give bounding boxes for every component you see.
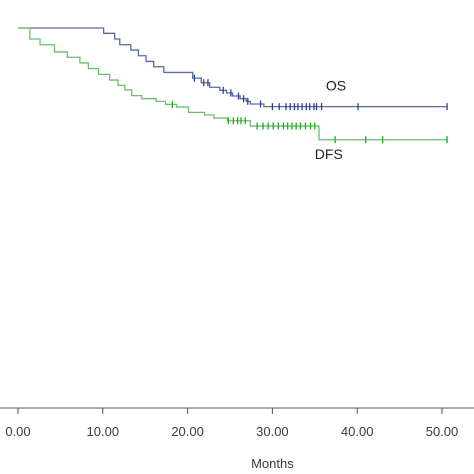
series-label-dfs: DFS [315, 146, 343, 162]
x-tick-label: 0.00 [5, 424, 30, 439]
series-label-os: OS [326, 78, 346, 94]
x-axis: 0.00 10.00 20.00 30.00 40.00 50.00 [0, 407, 474, 439]
series-line-os [18, 27, 448, 108]
x-tick-label: 40.00 [341, 424, 374, 439]
x-axis-title: Months [251, 456, 294, 471]
x-tick-label: 10.00 [87, 424, 120, 439]
curves-layer [18, 27, 448, 144]
series-line-dfs [18, 27, 448, 141]
x-tick-label: 20.00 [171, 424, 204, 439]
x-tick-label: 50.00 [426, 424, 459, 439]
x-tick-label: 30.00 [256, 424, 289, 439]
